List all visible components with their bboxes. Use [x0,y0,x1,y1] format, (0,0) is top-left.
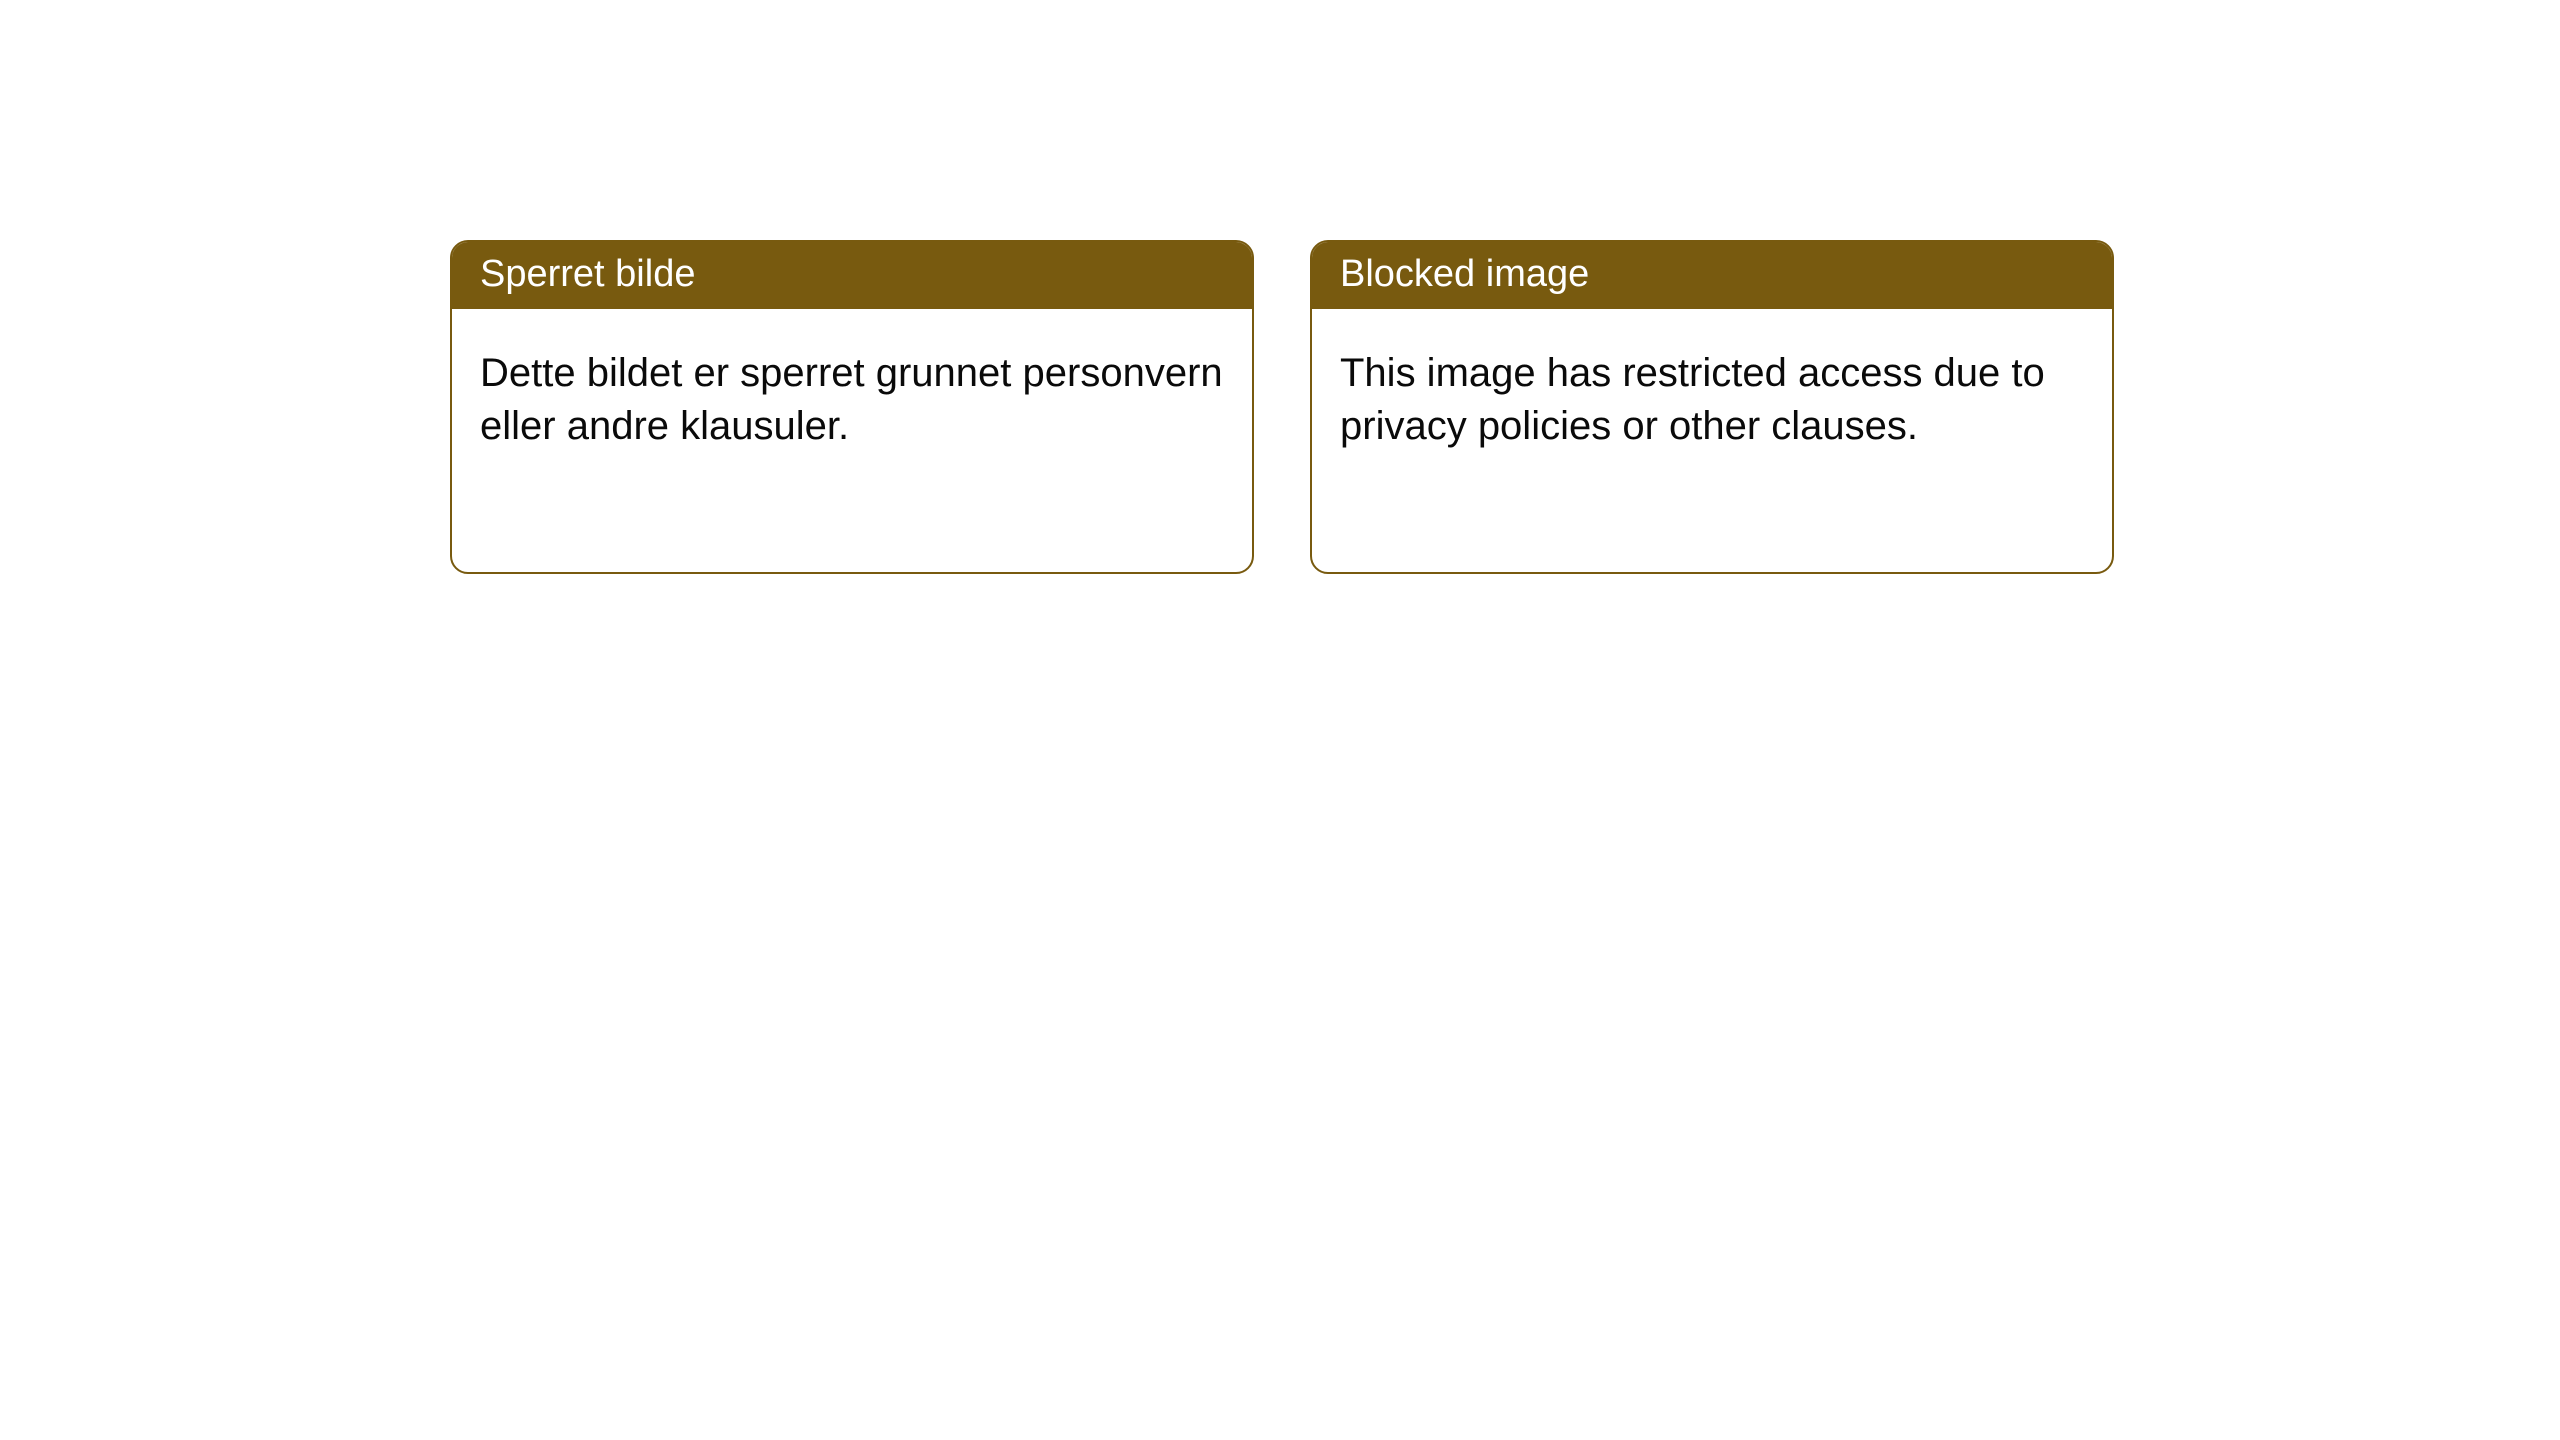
notice-body: This image has restricted access due to … [1312,309,2112,481]
notice-body: Dette bildet er sperret grunnet personve… [452,309,1252,481]
notice-title: Blocked image [1312,242,2112,309]
notice-box-norwegian: Sperret bilde Dette bildet er sperret gr… [450,240,1254,574]
notice-container: Sperret bilde Dette bildet er sperret gr… [0,0,2560,574]
notice-title: Sperret bilde [452,242,1252,309]
notice-box-english: Blocked image This image has restricted … [1310,240,2114,574]
